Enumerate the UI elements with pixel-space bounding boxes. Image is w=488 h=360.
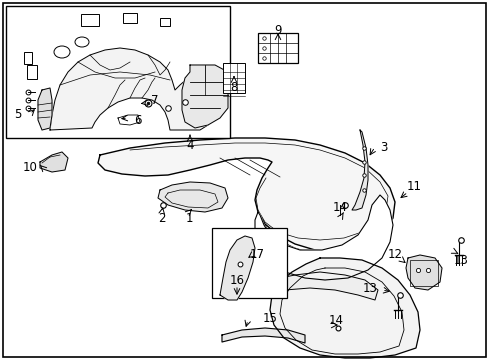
Text: 14: 14 — [328, 314, 343, 327]
Polygon shape — [351, 130, 367, 210]
Text: 9: 9 — [274, 23, 281, 36]
Polygon shape — [269, 258, 419, 358]
Text: 15: 15 — [262, 311, 277, 324]
Bar — [223, 63, 244, 93]
Text: 17: 17 — [249, 248, 264, 261]
Polygon shape — [38, 88, 52, 130]
Polygon shape — [50, 48, 227, 130]
Text: 16: 16 — [229, 274, 244, 287]
Text: 6: 6 — [134, 113, 142, 126]
Ellipse shape — [75, 37, 89, 47]
Bar — [123, 13, 137, 23]
Polygon shape — [254, 195, 392, 280]
Ellipse shape — [54, 46, 70, 58]
Text: 5: 5 — [14, 108, 21, 121]
Text: 4: 4 — [186, 139, 193, 152]
Polygon shape — [98, 138, 394, 252]
Polygon shape — [267, 272, 377, 300]
Polygon shape — [158, 182, 227, 212]
Bar — [27, 65, 37, 79]
Text: 1: 1 — [185, 212, 192, 225]
Text: 12: 12 — [386, 248, 402, 261]
Polygon shape — [40, 152, 68, 172]
Bar — [258, 33, 297, 63]
Bar — [409, 260, 437, 286]
Text: 3: 3 — [380, 140, 387, 153]
Polygon shape — [405, 255, 441, 290]
Text: 8: 8 — [230, 81, 237, 94]
Text: 7: 7 — [151, 94, 159, 107]
Polygon shape — [222, 328, 305, 343]
Text: 10: 10 — [22, 161, 38, 174]
Bar — [81, 14, 99, 26]
Bar — [24, 52, 32, 64]
Text: 13: 13 — [453, 253, 468, 266]
Text: 2: 2 — [158, 212, 165, 225]
Bar — [160, 18, 170, 26]
Text: 14: 14 — [332, 201, 347, 213]
Text: 13: 13 — [362, 282, 377, 294]
Text: 11: 11 — [406, 180, 421, 193]
Polygon shape — [220, 236, 254, 300]
Polygon shape — [182, 65, 227, 128]
Polygon shape — [118, 115, 140, 125]
Bar — [212, 228, 286, 298]
Bar — [6, 6, 229, 138]
